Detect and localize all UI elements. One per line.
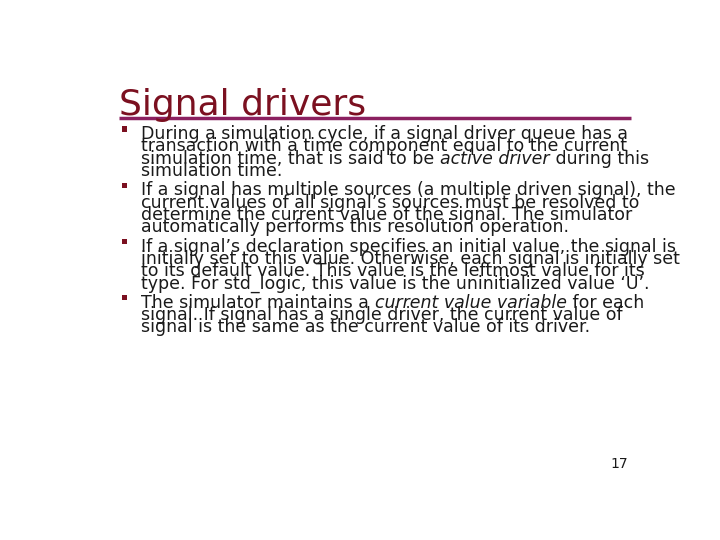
FancyBboxPatch shape [122, 183, 127, 188]
Text: type. For std_logic, this value is the uninitialized value ‘U’.: type. For std_logic, this value is the u… [141, 274, 650, 293]
Text: signal is the same as the current value of its driver.: signal is the same as the current value … [141, 319, 590, 336]
Text: determine the current value of the signal. The simulator: determine the current value of the signa… [141, 206, 633, 224]
Text: If a signal’s declaration specifies an initial value, the signal is: If a signal’s declaration specifies an i… [141, 238, 676, 255]
Text: initially set to this value. Otherwise, each signal is initially set: initially set to this value. Otherwise, … [141, 250, 680, 268]
Text: active driver: active driver [440, 150, 549, 168]
Text: The simulator maintains a: The simulator maintains a [141, 294, 374, 312]
Text: If a signal has multiple sources (a multiple driven signal), the: If a signal has multiple sources (a mult… [141, 181, 676, 199]
Text: Signal drivers: Signal drivers [119, 87, 366, 122]
FancyBboxPatch shape [122, 126, 127, 132]
Text: current value variable: current value variable [374, 294, 567, 312]
Text: 17: 17 [611, 457, 629, 471]
Text: transaction with a time component equal to the current: transaction with a time component equal … [141, 137, 627, 156]
Text: signal. If signal has a single driver, the current value of: signal. If signal has a single driver, t… [141, 306, 623, 324]
FancyBboxPatch shape [122, 239, 127, 244]
Text: during this: during this [549, 150, 649, 168]
Text: During a simulation cycle, if a signal driver queue has a: During a simulation cycle, if a signal d… [141, 125, 629, 143]
FancyBboxPatch shape [122, 295, 127, 300]
Text: automatically performs this resolution operation.: automatically performs this resolution o… [141, 218, 570, 237]
Text: simulation time.: simulation time. [141, 162, 283, 180]
Text: for each: for each [567, 294, 644, 312]
Text: current values of all signal’s sources must be resolved to: current values of all signal’s sources m… [141, 194, 639, 212]
Text: simulation time, that is said to be: simulation time, that is said to be [141, 150, 440, 168]
Text: to its default value. This value is the leftmost value for its: to its default value. This value is the … [141, 262, 645, 280]
